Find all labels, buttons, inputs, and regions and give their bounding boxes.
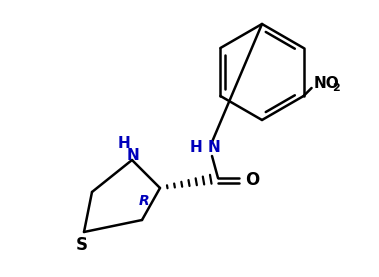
Text: R: R — [139, 194, 149, 208]
Text: N: N — [208, 140, 221, 155]
Text: H: H — [117, 137, 130, 152]
Text: NO: NO — [313, 76, 339, 91]
Text: S: S — [76, 236, 88, 254]
Text: O: O — [245, 171, 259, 189]
Text: H: H — [189, 140, 202, 155]
Text: N: N — [127, 148, 139, 163]
Text: 2: 2 — [332, 83, 340, 93]
